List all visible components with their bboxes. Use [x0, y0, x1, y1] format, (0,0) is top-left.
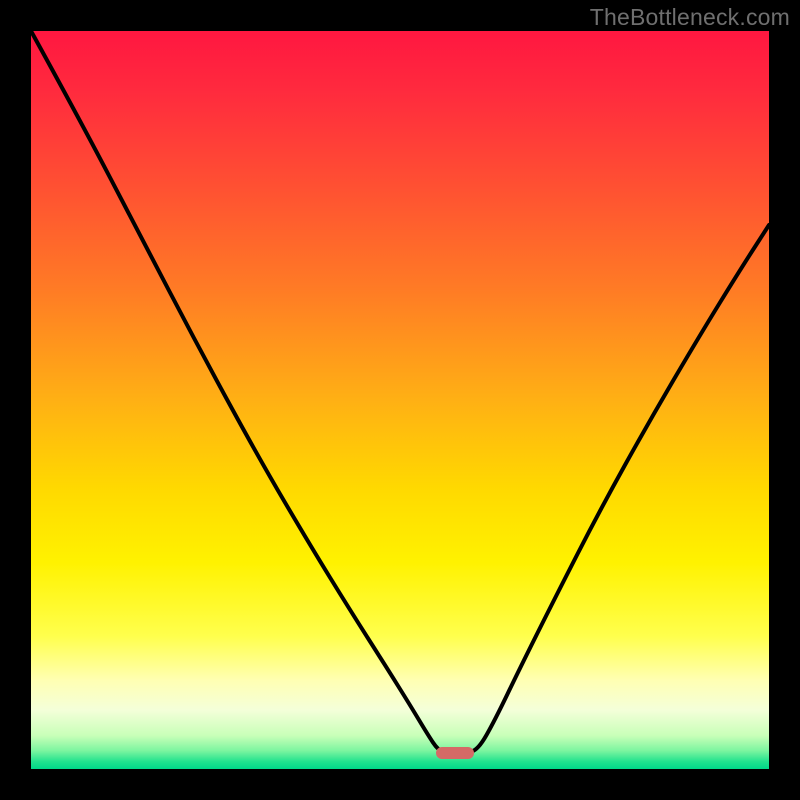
chart-container: TheBottleneck.com — [0, 0, 800, 800]
valley-marker — [436, 747, 474, 759]
watermark-text: TheBottleneck.com — [590, 4, 790, 31]
plot-area — [31, 31, 769, 769]
bottleneck-chart — [0, 0, 800, 800]
